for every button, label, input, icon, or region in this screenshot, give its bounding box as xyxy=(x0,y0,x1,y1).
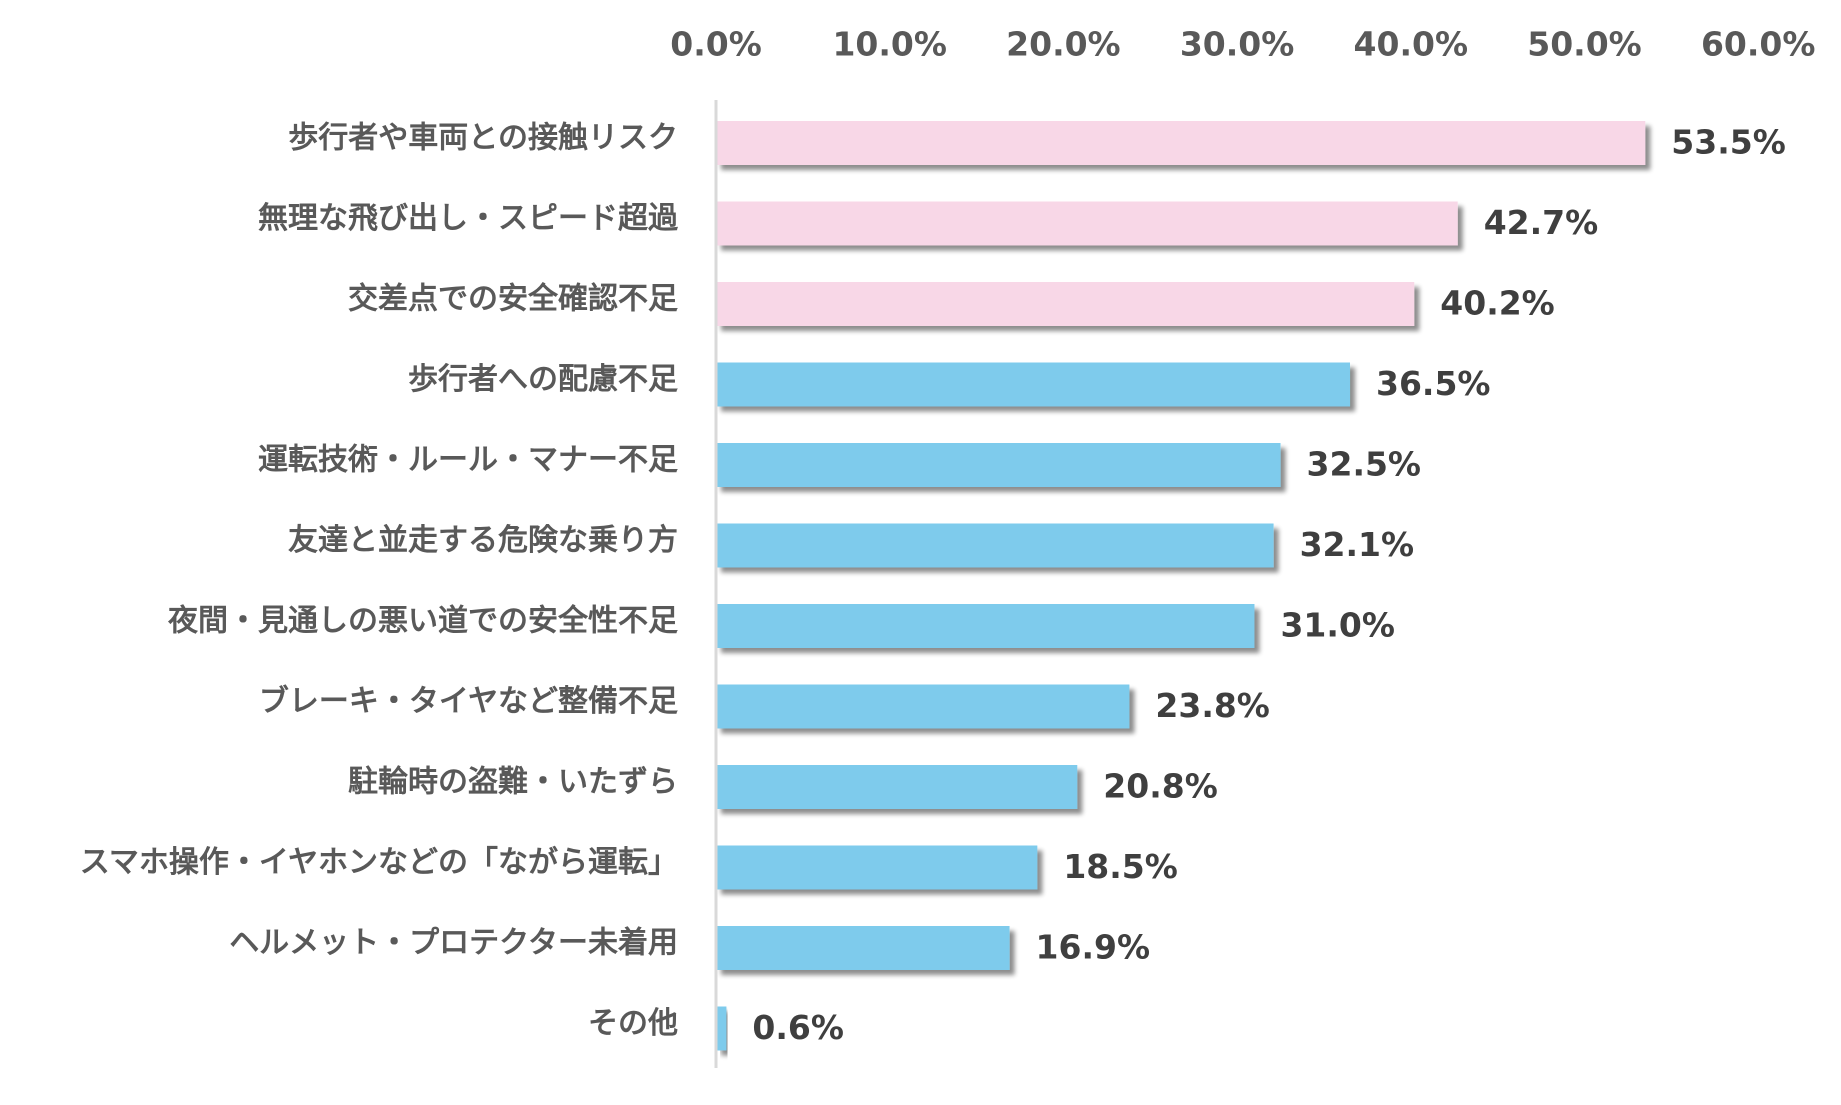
bar xyxy=(716,121,1646,165)
category-label: 交差点での安全確認不足 xyxy=(348,282,678,317)
x-tick-label: 50.0% xyxy=(1527,25,1642,64)
value-label: 20.8% xyxy=(1103,767,1218,806)
value-label: 36.5% xyxy=(1376,364,1491,403)
x-tick-label: 10.0% xyxy=(832,25,947,64)
value-label: 42.7% xyxy=(1484,203,1599,242)
category-label: ブレーキ・タイヤなど整備不足 xyxy=(259,684,678,719)
bar xyxy=(716,765,1078,809)
value-labels: 53.5% 42.7% 40.2% 36.5% 32.5% 32.1% 31.0% 23.8%… xyxy=(752,123,1785,1048)
bar xyxy=(716,282,1415,326)
bar xyxy=(716,684,1130,729)
x-tick-label: 30.0% xyxy=(1180,25,1295,64)
bar xyxy=(716,443,1281,487)
value-label: 18.5% xyxy=(1063,847,1178,886)
bar xyxy=(716,523,1274,568)
category-label: その他 xyxy=(588,1006,678,1041)
category-label: スマホ操作・イヤホンなどの「ながら運転」 xyxy=(80,845,678,880)
category-label: 駐輪時の盗難・いたずら xyxy=(348,765,678,800)
bar xyxy=(716,201,1458,246)
bar xyxy=(716,845,1038,890)
category-label: ヘルメット・プロテクター未着用 xyxy=(229,926,678,961)
value-label: 32.1% xyxy=(1300,525,1415,564)
bar xyxy=(716,926,1010,970)
category-labels: 歩行者や車両との接触リスク無理な飛び出し・スピード超過交差点での安全確認不足歩行… xyxy=(80,121,679,1042)
value-label: 23.8% xyxy=(1155,686,1270,725)
category-label: 歩行者や車両との接触リスク xyxy=(288,121,678,156)
bars xyxy=(716,121,1646,1051)
category-label: 友達と並走する危険な乗り方 xyxy=(288,523,678,558)
value-label: 16.9% xyxy=(1036,928,1151,967)
category-label: 運転技術・ルール・マナー不足 xyxy=(258,443,678,478)
value-label: 0.6% xyxy=(752,1008,844,1047)
bar xyxy=(716,1006,727,1051)
category-label: 無理な飛び出し・スピード超過 xyxy=(258,201,679,236)
value-label: 31.0% xyxy=(1280,606,1395,645)
x-tick-label: 60.0% xyxy=(1701,25,1816,64)
x-tick-label: 20.0% xyxy=(1006,25,1121,64)
category-label: 歩行者への配慮不足 xyxy=(408,362,678,397)
value-label: 40.2% xyxy=(1440,284,1555,323)
x-tick-label: 40.0% xyxy=(1354,25,1469,64)
value-label: 53.5% xyxy=(1671,123,1786,162)
x-axis-ticks: 0.0% 10.0% 20.0% 30.0% 40.0% 50.0% 60.0% xyxy=(670,25,1815,64)
x-tick-label: 0.0% xyxy=(670,25,762,64)
value-label: 32.5% xyxy=(1307,445,1422,484)
category-label: 夜間・見通しの悪い道での安全性不足 xyxy=(167,604,678,639)
bar xyxy=(716,362,1351,407)
bar xyxy=(716,604,1255,648)
